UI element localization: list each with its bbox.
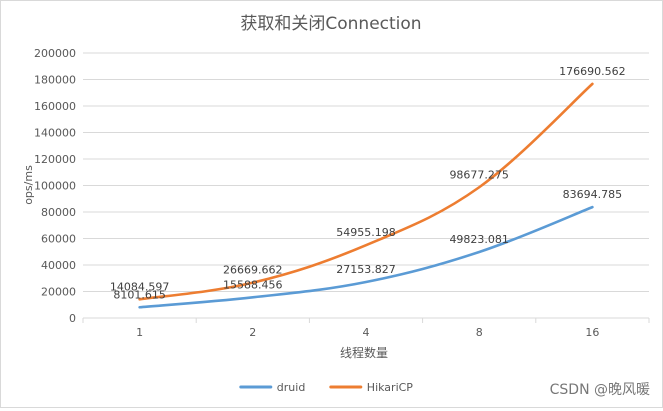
- y-tick-label: 120000: [34, 153, 76, 166]
- data-label-hikaricp: 98677.275: [449, 168, 509, 181]
- data-label-hikaricp: 14084.597: [110, 280, 170, 293]
- data-label-druid: 8101.615: [113, 288, 166, 301]
- legend: druid HikariCP: [239, 381, 414, 394]
- x-tick-label: 16: [585, 326, 599, 339]
- y-axis-ticks: 0 20000 40000 60000 80000 100000 120000 140000 1…: [34, 47, 76, 325]
- x-tick-label: 8: [476, 326, 483, 339]
- data-label-hikaricp: 176690.562: [559, 65, 625, 78]
- x-tick-label: 4: [363, 326, 370, 339]
- y-tick-label: 140000: [34, 127, 76, 140]
- y-tick-label: 160000: [34, 100, 76, 113]
- y-tick-label: 180000: [34, 74, 76, 87]
- y-tick-label: 40000: [41, 259, 76, 272]
- x-axis-ticks: 1 2 4 8 16: [82, 318, 650, 339]
- y-tick-label: 80000: [41, 206, 76, 219]
- data-label-druid: 27153.827: [336, 263, 396, 276]
- gridlines: [83, 52, 649, 319]
- legend-label-hikaricp: HikariCP: [367, 381, 414, 394]
- y-axis-label: ops/ms: [22, 165, 35, 205]
- data-label-druid: 15588.456: [223, 278, 283, 291]
- y-tick-label: 60000: [41, 233, 76, 246]
- y-tick-label: 20000: [41, 286, 76, 299]
- data-label-hikaricp: 54955.198: [336, 226, 396, 239]
- y-tick-label: 200000: [34, 47, 76, 60]
- data-label-druid: 83694.785: [563, 188, 623, 201]
- watermark: CSDN @晚风暖: [550, 382, 650, 398]
- x-tick-label: 2: [249, 326, 256, 339]
- data-label-druid: 49823.081: [449, 233, 509, 246]
- chart-title: 获取和关闭Connection: [240, 14, 421, 34]
- x-axis-label: 线程数量: [340, 345, 388, 360]
- y-tick-label: 0: [69, 312, 76, 325]
- legend-label-druid: druid: [277, 381, 306, 394]
- data-label-hikaricp: 26669.662: [223, 264, 283, 277]
- x-tick-label: 1: [136, 326, 143, 339]
- series-lines: [138, 82, 594, 309]
- series-line-hikaricp: [138, 82, 594, 301]
- data-labels: 8101.615 15588.456 27153.827 49823.081 83694…: [110, 65, 626, 301]
- series-line-druid: [138, 205, 594, 309]
- y-tick-label: 100000: [34, 180, 76, 193]
